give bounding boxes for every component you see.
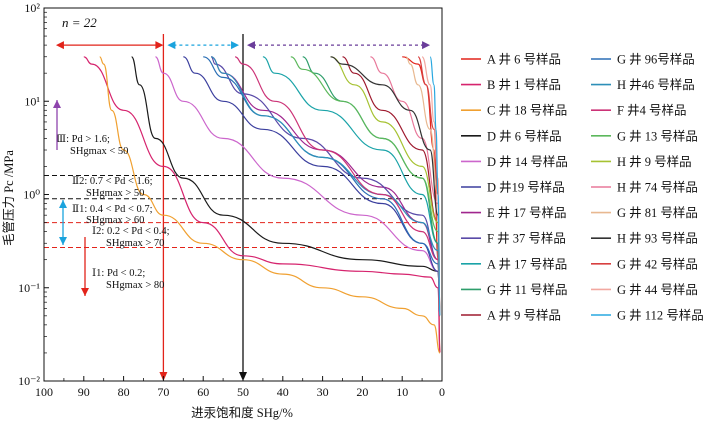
legend-label: B 井 1 号样品 — [487, 77, 561, 92]
class-annotation-rule: Ⅲ: Pd > 1.6; — [56, 134, 110, 145]
legend-label: G 井 96号样品 — [617, 52, 695, 67]
legend-label: A 井 9 号样品 — [487, 308, 561, 323]
legend-label: D 井 6 号样品 — [487, 128, 562, 143]
legend-label: G 井 13 号样品 — [617, 128, 698, 143]
class-annotation-limit: SHgmax > 70 — [106, 238, 164, 249]
series-line — [302, 56, 441, 317]
x-tick-label: 20 — [356, 385, 368, 399]
legend-label: A 井 17 号样品 — [487, 256, 567, 271]
series-line — [211, 56, 441, 317]
x-axis-label: 进汞饱和度 SHg/% — [191, 405, 293, 420]
y-tick-label: 10² — [24, 1, 40, 15]
y-axis-label: 毛管压力 Pc /MPa — [1, 150, 16, 246]
class-arrowhead — [59, 200, 67, 208]
series-line — [234, 56, 441, 317]
legend-label: H 井 93 号样品 — [617, 231, 698, 246]
class-annotation-rule: Ⅰ1: Pd < 0.2; — [92, 268, 145, 279]
class-arrowhead — [53, 100, 61, 108]
series-line — [131, 56, 441, 317]
series-line — [203, 56, 441, 317]
y-tick-label: 10¹ — [24, 94, 40, 108]
legend-label: D 井19 号样品 — [487, 180, 565, 195]
legend-label: A 井 6 号样品 — [487, 52, 561, 67]
x-tick-label: 50 — [237, 385, 249, 399]
range-arrowhead-right — [231, 41, 240, 50]
series-line — [183, 56, 441, 317]
range-arrowhead-right — [422, 41, 431, 50]
range-arrowhead-left — [55, 41, 64, 50]
legend-label: C 井 18 号样品 — [487, 103, 567, 118]
legend-label: G 井 81 号样品 — [617, 205, 698, 220]
legend-label: H 井46 号样品 — [617, 77, 695, 92]
class-annotation-limit: SHgmax > 80 — [106, 280, 164, 291]
class-annotation-limit: SHgmax > 60 — [86, 215, 144, 226]
series-line — [429, 56, 441, 317]
series-lines — [83, 56, 441, 354]
x-tick-label: 80 — [118, 385, 130, 399]
class-annotations: Ⅲ: Pd > 1.6;SHgmax < 50 Ⅱ2: 0.7 < Pd < 1.… — [53, 100, 170, 296]
class-annotation-rule: Ⅱ2: 0.7 < Pd < 1.6; — [72, 176, 153, 187]
x-tick-label: 90 — [78, 385, 90, 399]
legend-label: G 井 44 号样品 — [617, 282, 698, 297]
class-annotation-limit: SHgmax > 50 — [86, 188, 144, 199]
x-tick-label: 40 — [277, 385, 289, 399]
range-arrowhead-left — [246, 41, 255, 50]
x-tick-label: 10 — [396, 385, 408, 399]
class-annotation-rule: Ⅰ2: 0.2 < Pd < 0.4; — [92, 226, 170, 237]
legend-label: H 井 9 号样品 — [617, 154, 692, 169]
legend-label: F 井4 号样品 — [617, 103, 686, 118]
class-annotation-limit: SHgmax < 50 — [70, 146, 128, 157]
legend-label: G 井 112 号样品 — [617, 308, 704, 323]
x-tick-label: 30 — [317, 385, 329, 399]
x-tick-label: 0 — [439, 385, 445, 399]
series-line — [211, 56, 441, 317]
legend-label: E 井 17 号样品 — [487, 205, 567, 220]
series-line — [155, 56, 441, 317]
series-line — [210, 56, 441, 317]
y-tick-label: 10⁰ — [23, 188, 40, 202]
sample-count-label: n = 22 — [62, 15, 97, 30]
legend-label: G 井 11 号样品 — [487, 282, 567, 297]
legend-label: G 井 42 号样品 — [617, 256, 698, 271]
y-tick-label: 10⁻¹ — [18, 281, 40, 295]
legend-label: D 井 14 号样品 — [487, 154, 568, 169]
legend: A 井 6 号样品 B 井 1 号样品 C 井 18 号样品 D 井 6 号样品 D 井… — [461, 52, 704, 323]
x-tick-label: 100 — [35, 385, 53, 399]
x-tick-label: 60 — [197, 385, 209, 399]
legend-label: H 井 74 号样品 — [617, 180, 698, 195]
series-line — [262, 56, 441, 317]
x-tick-label: 70 — [157, 385, 169, 399]
class-arrowhead — [81, 288, 89, 296]
series-line — [99, 56, 441, 354]
legend-label: F 井 37 号样品 — [487, 231, 566, 246]
range-arrows — [55, 41, 431, 50]
class-annotation-rule: Ⅱ1: 0.4 < Pd < 0.7; — [72, 204, 153, 215]
range-arrowhead-right — [155, 41, 164, 50]
range-arrowhead-left — [167, 41, 176, 50]
y-tick-label: 10⁻² — [18, 374, 40, 388]
class-arrowhead — [59, 237, 67, 245]
series-line — [83, 56, 441, 354]
